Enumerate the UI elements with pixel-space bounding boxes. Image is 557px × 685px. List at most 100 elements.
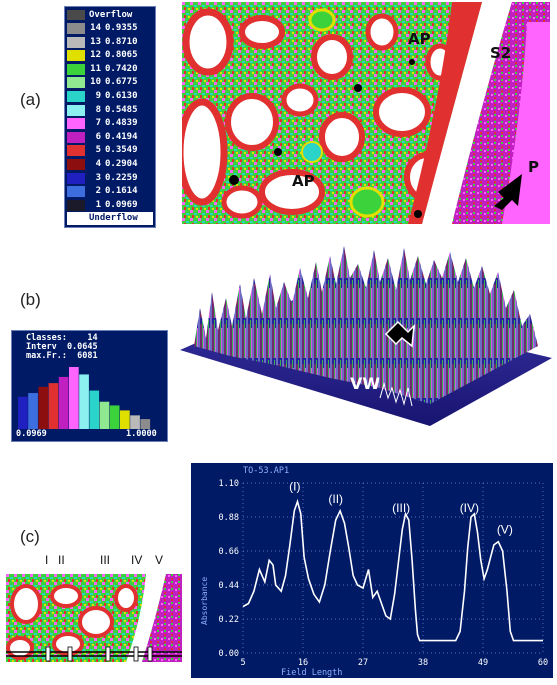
legend-swatch bbox=[67, 199, 85, 211]
y-tick-label: 0.88 bbox=[219, 513, 239, 523]
legend-index: 5 bbox=[95, 145, 101, 156]
legend-underflow-label: Underflow bbox=[89, 213, 138, 223]
legend-index: 8 bbox=[95, 104, 101, 115]
legend-value: 0.3549 bbox=[105, 145, 138, 156]
hist-maxfr: max.Fr.: 6081 bbox=[26, 351, 98, 361]
peak-label: (V) bbox=[497, 523, 513, 537]
legend-row: 6 0.4194 bbox=[65, 131, 157, 145]
legend-swatch bbox=[67, 159, 85, 170]
y-tick-label: 0.22 bbox=[219, 615, 239, 625]
legend-swatch bbox=[67, 104, 85, 116]
y-tick-label: 0.66 bbox=[219, 547, 239, 557]
legend-row: 2 0.1614 bbox=[65, 185, 157, 199]
label-ap-top: AP bbox=[408, 30, 431, 48]
histogram-bar bbox=[79, 374, 89, 429]
chart-title: TO-53.AP1 bbox=[243, 466, 289, 476]
legend-row: 11 0.7420 bbox=[65, 63, 157, 77]
legend-index: 14 bbox=[90, 23, 101, 33]
roman-IV: IV bbox=[131, 553, 143, 567]
legend-row: 7 0.4839 bbox=[65, 117, 157, 131]
legend-value: 0.6130 bbox=[105, 91, 138, 101]
legend-overflow-row: Overflow bbox=[65, 9, 157, 23]
x-tick-label: 49 bbox=[478, 658, 488, 668]
legend-index: 9 bbox=[95, 91, 101, 101]
legend-row: 1 0.0969 bbox=[65, 199, 157, 213]
hist-classes: Classes: 14 bbox=[26, 333, 98, 343]
legend-index: 4 bbox=[95, 159, 101, 169]
arrow-p-icon bbox=[494, 174, 522, 210]
legend-index: 6 bbox=[95, 131, 101, 142]
label-p: P bbox=[528, 158, 539, 176]
legend-value: 0.7420 bbox=[105, 63, 138, 74]
y-tick-label: 0.00 bbox=[219, 649, 239, 659]
chart-ylabel: Absorbance bbox=[200, 577, 209, 625]
legend-value: 0.5485 bbox=[105, 104, 138, 115]
legend-row: 10 0.6775 bbox=[65, 76, 157, 90]
arrow-vw-icon bbox=[384, 320, 415, 348]
legend-swatch bbox=[67, 91, 85, 102]
histogram-bar bbox=[99, 401, 110, 429]
legend-row: 3 0.2259 bbox=[65, 172, 157, 186]
label-s2: S2 bbox=[490, 44, 512, 62]
panel-label-b: (b) bbox=[20, 290, 41, 309]
legend-overflow-label: Overflow bbox=[89, 10, 133, 20]
x-tick-label: 38 bbox=[418, 658, 428, 668]
legend-index: 10 bbox=[90, 77, 101, 88]
legend-swatch bbox=[67, 118, 85, 130]
x-tick-label: 16 bbox=[298, 658, 308, 668]
x-tick-label: 5 bbox=[240, 658, 245, 668]
label-ap-bottom: AP bbox=[292, 172, 315, 190]
chart-xlabel: Field Length bbox=[281, 668, 342, 678]
roman-V: V bbox=[155, 553, 164, 567]
legend-swatch bbox=[67, 77, 85, 89]
color-legend: Overflow 14 0.9355 13 0.8710 12 0.8065 11 0.742… bbox=[64, 6, 156, 228]
legend-row: 4 0.2904 bbox=[65, 158, 157, 172]
legend-value: 0.1614 bbox=[105, 186, 138, 197]
histogram-bar bbox=[28, 393, 38, 429]
legend-swatch bbox=[67, 63, 85, 75]
x-tick-label: 27 bbox=[358, 658, 368, 668]
legend-overflow-swatch bbox=[67, 10, 85, 20]
surface-3d-plot bbox=[180, 246, 552, 426]
roman-III: III bbox=[100, 553, 111, 567]
legend-index: 1 bbox=[95, 199, 101, 210]
legend-swatch bbox=[67, 23, 85, 34]
hist-max: 1.0000 bbox=[126, 429, 157, 439]
peak-label: (II) bbox=[328, 492, 343, 506]
legend-index: 11 bbox=[90, 63, 101, 74]
absorbance-series-line bbox=[242, 498, 543, 642]
legend-row: 5 0.3549 bbox=[65, 144, 157, 158]
peak-label: (I) bbox=[289, 479, 300, 493]
histogram-bars bbox=[18, 367, 151, 429]
histogram-bar bbox=[140, 419, 151, 429]
histogram-bar bbox=[38, 386, 49, 429]
y-tick-label: 1.10 bbox=[219, 479, 239, 489]
legend-swatch bbox=[67, 131, 85, 143]
legend-swatch bbox=[67, 50, 85, 62]
legend-swatch bbox=[67, 145, 85, 157]
legend-row: 8 0.5485 bbox=[65, 104, 157, 118]
legend-value: 0.8065 bbox=[105, 50, 138, 61]
legend-value: 0.4194 bbox=[105, 131, 138, 142]
absorbance-line-chart: TO-53.AP1 5 16 27 38 49 60 0.00 0.22 0.44 0.66 0.… bbox=[191, 463, 553, 678]
histogram-bar bbox=[120, 410, 130, 429]
legend-index: 2 bbox=[95, 186, 101, 197]
histogram-bar bbox=[89, 390, 100, 429]
legend-value: 0.6775 bbox=[105, 77, 138, 88]
histogram-bar bbox=[58, 376, 69, 429]
panel-label-a: (a) bbox=[20, 90, 41, 109]
legend-value: 0.2904 bbox=[105, 159, 138, 169]
peak-label: (IV) bbox=[460, 501, 479, 515]
roman-I: I bbox=[45, 553, 49, 567]
legend-index: 13 bbox=[90, 36, 101, 47]
scan-line-image bbox=[6, 574, 182, 662]
hist-min: 0.0969 bbox=[16, 429, 47, 439]
panel-label-c: (c) bbox=[20, 527, 40, 546]
legend-index: 7 bbox=[95, 118, 101, 129]
roman-II: II bbox=[58, 553, 65, 567]
label-vw: VW bbox=[350, 374, 381, 393]
legend-swatch bbox=[67, 36, 85, 48]
legend-row: 14 0.9355 bbox=[65, 22, 157, 36]
histogram-bar bbox=[69, 367, 79, 429]
legend-value: 0.2259 bbox=[105, 172, 138, 183]
